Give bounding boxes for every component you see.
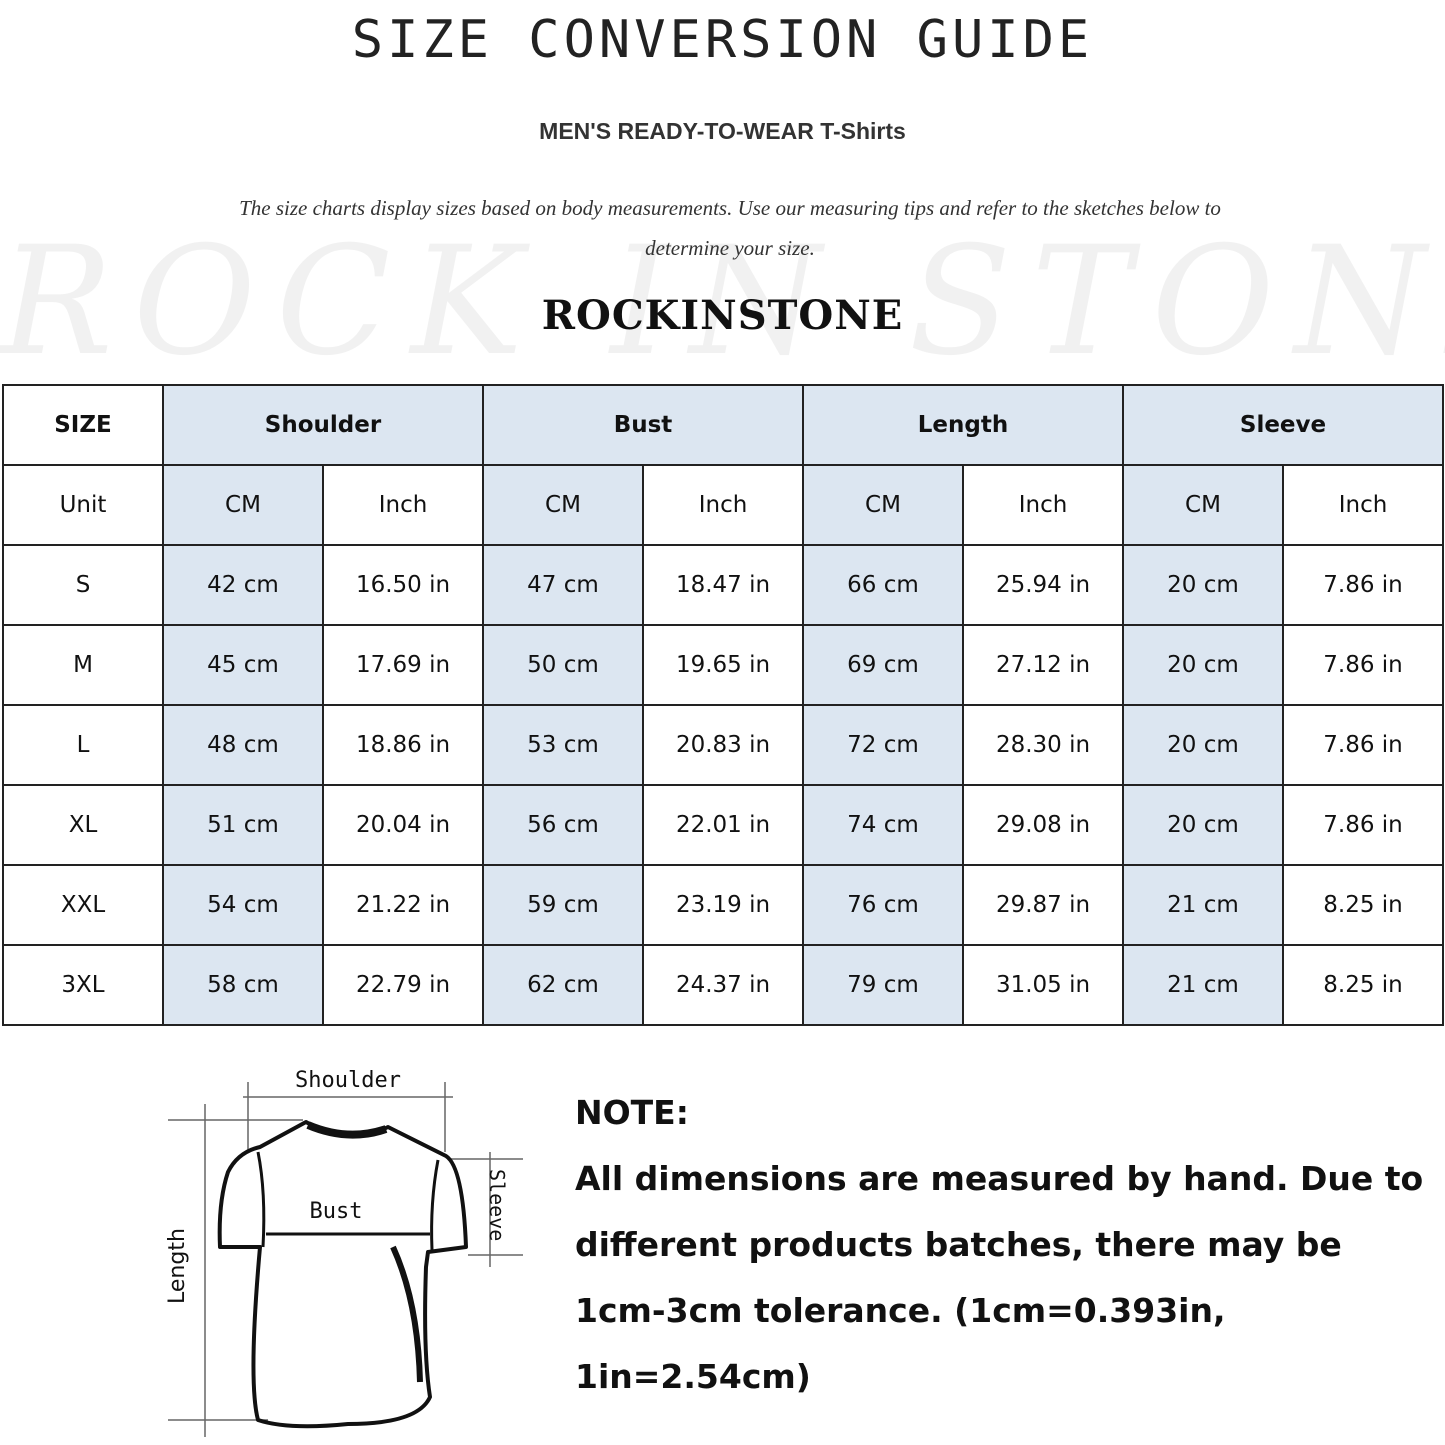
value-cell: 7.86 in (1282, 704, 1444, 786)
unit-cell: CM (162, 464, 324, 546)
value-cell: 16.50 in (322, 544, 484, 626)
size-table: SIZE Shoulder Bust Length Sleeve Unit CM Inch CM… (2, 384, 1444, 1026)
page-subtitle: MEN'S READY-TO-WEAR T-Shirts (539, 118, 906, 144)
value-cell: 7.86 in (1282, 624, 1444, 706)
value-cell: 20.04 in (322, 784, 484, 866)
size-cell: XL (2, 784, 164, 866)
size-cell: M (2, 624, 164, 706)
table-row: L 48 cm 18.86 in 53 cm 20.83 in 72 cm 28.30 in… (2, 704, 1444, 786)
unit-row: Unit CM Inch CM Inch CM Inch CM Inch (2, 464, 1444, 546)
value-cell: 20 cm (1122, 544, 1284, 626)
size-cell: 3XL (2, 944, 164, 1026)
length-label: Length (165, 1228, 190, 1304)
unit-cell: Inch (1282, 464, 1444, 546)
value-cell: 79 cm (802, 944, 964, 1026)
value-cell: 31.05 in (962, 944, 1124, 1026)
value-cell: 20 cm (1122, 784, 1284, 866)
value-cell: 24.37 in (642, 944, 804, 1026)
tshirt-measurement-sketch: Shoulder Bust Sleeve Length (165, 1068, 523, 1437)
unit-cell: CM (482, 464, 644, 546)
value-cell: 8.25 in (1282, 944, 1444, 1026)
value-cell: 19.65 in (642, 624, 804, 706)
note-line: different products batches, there may be (575, 1225, 1342, 1264)
value-cell: 54 cm (162, 864, 324, 946)
value-cell: 27.12 in (962, 624, 1124, 706)
value-cell: 8.25 in (1282, 864, 1444, 946)
value-cell: 21 cm (1122, 864, 1284, 946)
value-cell: 28.30 in (962, 704, 1124, 786)
table-row: XL 51 cm 20.04 in 56 cm 22.01 in 74 cm 29.08 i… (2, 784, 1444, 866)
unit-cell: Inch (642, 464, 804, 546)
header-row: SIZE Shoulder Bust Length Sleeve (2, 384, 1444, 466)
unit-cell: Inch (962, 464, 1124, 546)
value-cell: 50 cm (482, 624, 644, 706)
value-cell: 66 cm (802, 544, 964, 626)
value-cell: 72 cm (802, 704, 964, 786)
value-cell: 42 cm (162, 544, 324, 626)
size-cell: L (2, 704, 164, 786)
value-cell: 17.69 in (322, 624, 484, 706)
value-cell: 21 cm (1122, 944, 1284, 1026)
value-cell: 20 cm (1122, 624, 1284, 706)
unit-cell: CM (802, 464, 964, 546)
value-cell: 29.87 in (962, 864, 1124, 946)
unit-cell: CM (1122, 464, 1284, 546)
shoulder-label: Shoulder (295, 1068, 401, 1093)
group-header-shoulder: Shoulder (162, 384, 484, 466)
note: NOTE: All dimensions are measured by han… (575, 1080, 1435, 1410)
value-cell: 62 cm (482, 944, 644, 1026)
table-row: M 45 cm 17.69 in 50 cm 19.65 in 69 cm 27.12 in… (2, 624, 1444, 706)
note-line: All dimensions are measured by hand. Due… (575, 1159, 1424, 1198)
table-row: XXL 54 cm 21.22 in 59 cm 23.19 in 76 cm 29.87 … (2, 864, 1444, 946)
value-cell: 20.83 in (642, 704, 804, 786)
tshirt-outline (217, 1120, 468, 1429)
value-cell: 58 cm (162, 944, 324, 1026)
value-cell: 45 cm (162, 624, 324, 706)
value-cell: 48 cm (162, 704, 324, 786)
size-header: SIZE (2, 384, 164, 466)
value-cell: 22.01 in (642, 784, 804, 866)
bust-label: Bust (310, 1199, 363, 1224)
value-cell: 7.86 in (1282, 544, 1444, 626)
measure-lines (168, 1082, 523, 1437)
value-cell: 18.86 in (322, 704, 484, 786)
page-title: SIZE CONVERSION GUIDE (351, 10, 1094, 70)
sleeve-label: Sleeve (485, 1169, 509, 1241)
value-cell: 22.79 in (322, 944, 484, 1026)
value-cell: 59 cm (482, 864, 644, 946)
group-header-bust: Bust (482, 384, 804, 466)
value-cell: 47 cm (482, 544, 644, 626)
value-cell: 23.19 in (642, 864, 804, 946)
value-cell: 74 cm (802, 784, 964, 866)
brand-name: ROCKINSTONE (541, 292, 904, 339)
value-cell: 56 cm (482, 784, 644, 866)
value-cell: 18.47 in (642, 544, 804, 626)
value-cell: 25.94 in (962, 544, 1124, 626)
table-row: S 42 cm 16.50 in 47 cm 18.47 in 66 cm 25.94 in… (2, 544, 1444, 626)
group-header-sleeve: Sleeve (1122, 384, 1444, 466)
unit-header: Unit (2, 464, 164, 546)
value-cell: 21.22 in (322, 864, 484, 946)
size-cell: XXL (2, 864, 164, 946)
value-cell: 51 cm (162, 784, 324, 866)
group-header-length: Length (802, 384, 1124, 466)
unit-cell: Inch (322, 464, 484, 546)
value-cell: 29.08 in (962, 784, 1124, 866)
note-line: 1cm-3cm tolerance. (1cm=0.393in, 1in=2.5… (575, 1291, 1226, 1396)
table-row: 3XL 58 cm 22.79 in 62 cm 24.37 in 79 cm 31.05 … (2, 944, 1444, 1026)
size-cell: S (2, 544, 164, 626)
watermark: ROCK IN STONE (0, 215, 1445, 389)
value-cell: 69 cm (802, 624, 964, 706)
value-cell: 7.86 in (1282, 784, 1444, 866)
note-heading: NOTE: (575, 1093, 689, 1132)
value-cell: 20 cm (1122, 704, 1284, 786)
value-cell: 76 cm (802, 864, 964, 946)
value-cell: 53 cm (482, 704, 644, 786)
intro-text: The size charts display sizes based on b… (239, 196, 1221, 260)
